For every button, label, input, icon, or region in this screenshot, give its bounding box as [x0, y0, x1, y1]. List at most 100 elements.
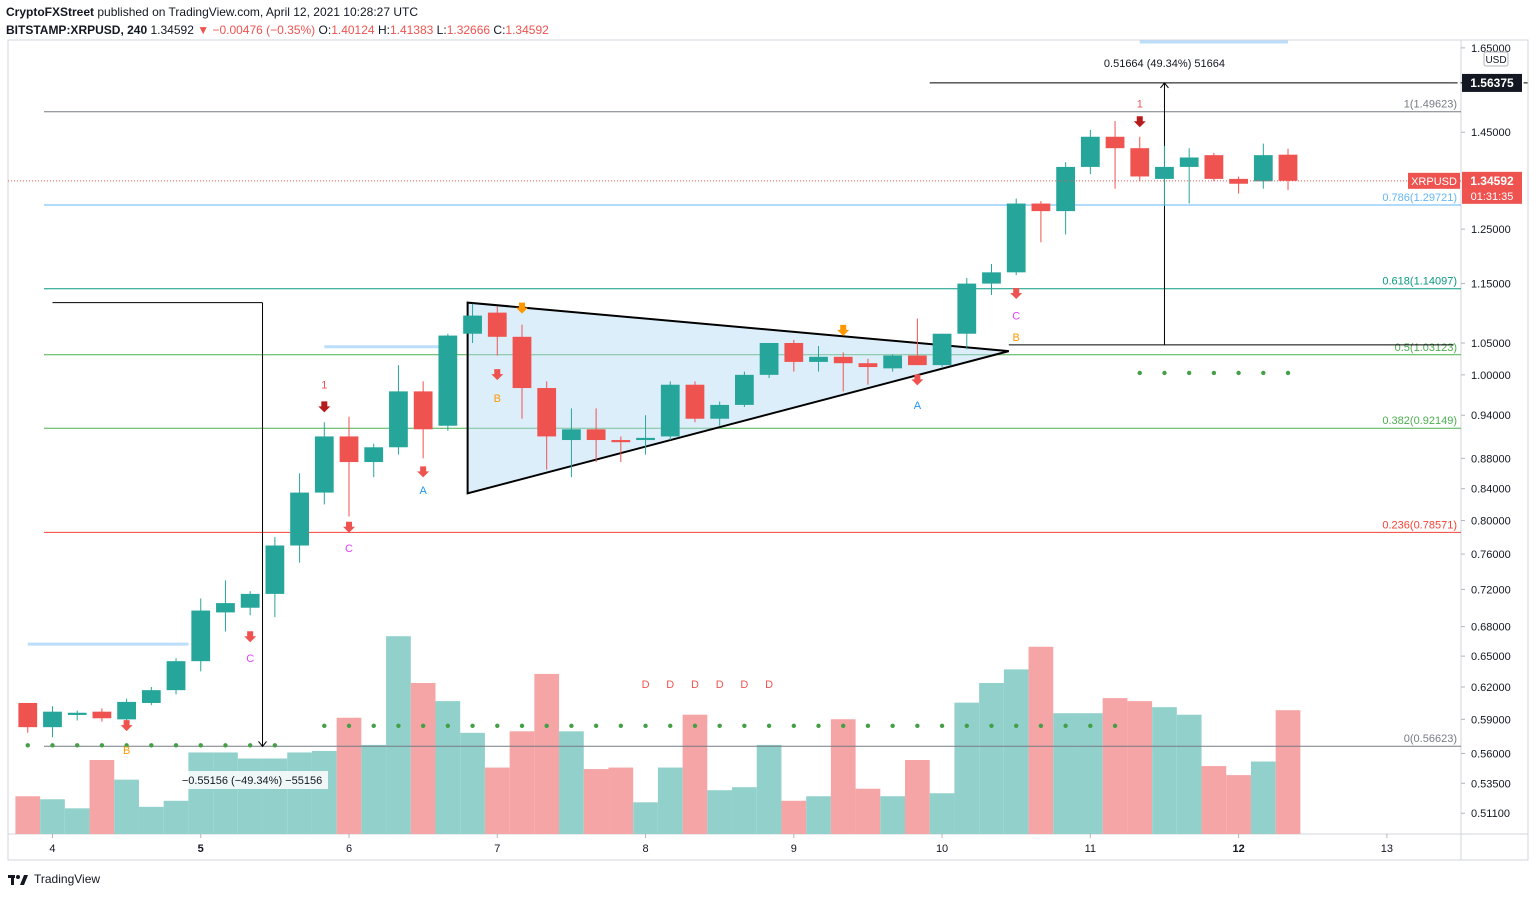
candle-body [1105, 136, 1125, 149]
price-tick-label: 0.62000 [1471, 682, 1511, 694]
price-tick-label: 0.51100 [1471, 808, 1510, 820]
signal-label: D [666, 679, 674, 691]
signal-label: A [914, 400, 922, 412]
indicator-dot [371, 723, 376, 729]
indicator-dot [1088, 723, 1093, 729]
price-tick-label: 1.25000 [1471, 224, 1511, 236]
indicator-dot [322, 723, 327, 729]
candle-body [883, 355, 903, 369]
price-tick-label: 0.80000 [1471, 516, 1511, 528]
volume-bar [64, 808, 90, 834]
candle-body [734, 374, 754, 405]
change-value: ▼ −0.00476 (−0.35%) [197, 23, 316, 37]
high-label: H: [377, 23, 390, 37]
volume-bar [40, 799, 65, 834]
time-tick-label: 4 [49, 843, 55, 855]
candle-body [636, 437, 655, 441]
indicator-dot [50, 743, 55, 748]
volume-bar [386, 636, 411, 834]
symbol-tag [1408, 172, 1460, 189]
indicator-dot [865, 723, 871, 729]
candle-body [216, 603, 235, 613]
volume-bar [336, 717, 362, 834]
candle-body [537, 388, 557, 437]
volume-bar [732, 787, 757, 834]
candle-body [982, 272, 1001, 284]
close-label: C: [493, 23, 506, 37]
volume-bar [1176, 714, 1202, 834]
volume-bar [534, 673, 560, 834]
symbol-label: BITSTAMP:XRPUSD, 240 [6, 23, 148, 37]
volume-bar [311, 750, 337, 834]
volume-bar [138, 806, 164, 834]
candle-body [1080, 136, 1100, 167]
price-tick-label: 0.94000 [1471, 410, 1511, 422]
candle-body [438, 335, 458, 426]
candle-body [141, 690, 161, 703]
candle-body [932, 333, 952, 366]
candle-body [1179, 157, 1199, 167]
fib-level-label: 0.5(1.03123) [1395, 342, 1457, 354]
volume-bar [460, 732, 485, 834]
volume-bar [287, 752, 312, 834]
signal-label: D [642, 679, 650, 691]
indicator-dot [149, 743, 154, 748]
volume-bar [880, 796, 906, 834]
indicator-dot [890, 723, 895, 729]
volume-bar [237, 758, 263, 834]
volume-bar [608, 767, 634, 834]
candle-body [314, 436, 334, 493]
signal-arrow-icon [120, 720, 133, 732]
volume-bar [905, 760, 930, 834]
volume-bar [929, 793, 955, 834]
signal-label: C [345, 543, 353, 555]
indicator-dot [939, 723, 945, 729]
time-tick-label: 5 [198, 843, 204, 855]
indicator-dot [1014, 723, 1019, 729]
signal-label: C [246, 653, 254, 665]
footer: TradingView [8, 872, 100, 886]
time-tick-label: 8 [642, 843, 648, 855]
candle-body [1056, 166, 1076, 212]
candle-body [265, 545, 285, 594]
candle-body [166, 661, 186, 691]
time-tick-label: 6 [346, 843, 352, 855]
target-price-label: 1.56375 [1470, 76, 1514, 90]
indicator-dot [915, 723, 920, 729]
volume-bar [707, 790, 733, 834]
price-tick-label: 0.84000 [1471, 484, 1511, 496]
candle-body [907, 355, 927, 366]
currency-label: USD [1485, 55, 1506, 66]
candle-body [833, 356, 853, 364]
indicator-dot [1162, 370, 1167, 376]
tradingview-logo-icon [8, 875, 28, 885]
indicator-dot [816, 723, 821, 729]
volume-bar [1226, 775, 1251, 834]
candle-body [1278, 154, 1298, 181]
indicator-dot [544, 723, 549, 729]
candle-body [339, 436, 359, 463]
volume-bar [1003, 669, 1029, 834]
indicator-dot [618, 723, 624, 729]
indicator-dot [1285, 370, 1291, 376]
indicator-dot [766, 723, 772, 729]
candle-body [586, 429, 606, 441]
volume-bar [954, 702, 980, 834]
indicator-dot [420, 723, 426, 729]
price-tick-label: 0.65000 [1471, 651, 1511, 663]
volume-bar [830, 719, 856, 834]
indicator-dot [1186, 370, 1192, 376]
volume-bar [682, 714, 708, 834]
signal-label: D [691, 679, 699, 691]
candle-body [660, 384, 680, 437]
candle-body [487, 312, 507, 337]
signal-arrow-icon [318, 401, 331, 413]
signal-label: B [494, 393, 501, 405]
indicator-dot [247, 743, 253, 748]
signal-label: 1 [321, 380, 327, 392]
volume-bar [1127, 701, 1153, 834]
last-value: 1.34592 [150, 23, 194, 37]
volume-bar [509, 731, 535, 834]
signal-arrow-icon [515, 302, 528, 314]
